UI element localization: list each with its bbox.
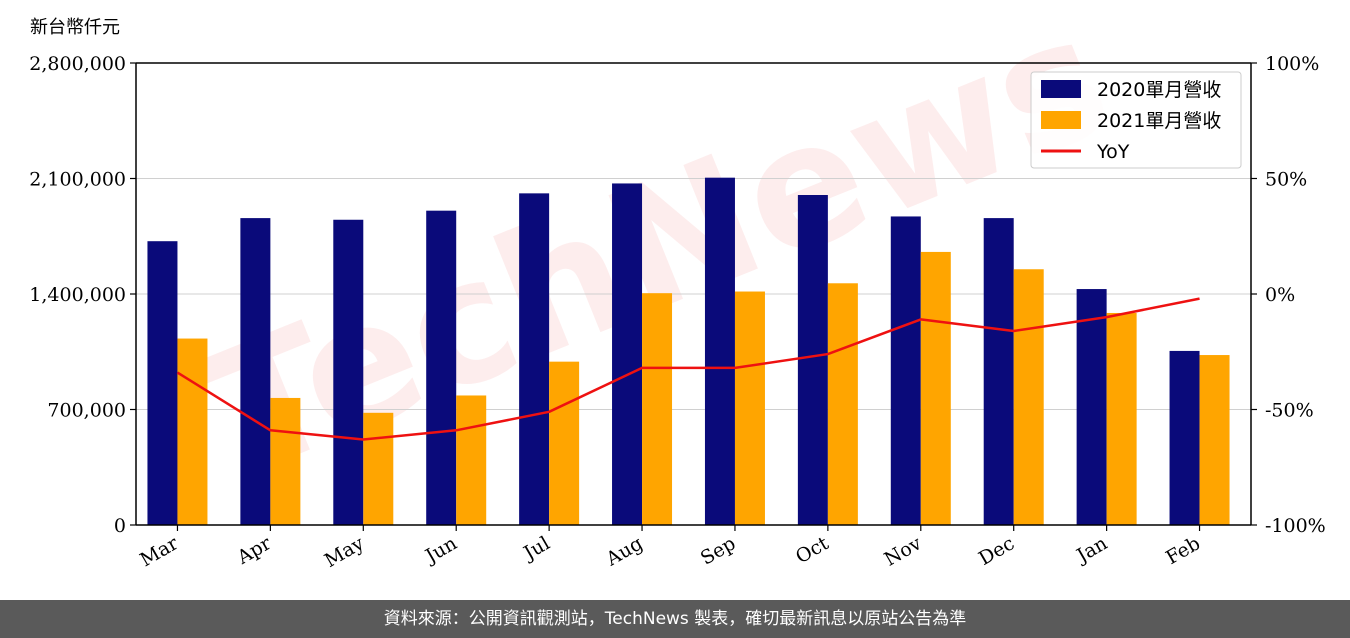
bar-2020 <box>426 210 457 526</box>
bar-2021 <box>642 293 673 525</box>
x-tick-label: Jul <box>518 532 553 565</box>
x-tick-label: May <box>321 532 368 572</box>
bar-2020 <box>890 216 921 525</box>
bar-2020 <box>1169 350 1200 525</box>
bar-2021 <box>920 251 951 526</box>
source-footer: 資料來源：公開資訊觀測站，TechNews 製表，確切最新訊息以原站公告為準 <box>0 600 1350 638</box>
x-tick-label: Feb <box>1162 532 1204 569</box>
bar-2021 <box>1106 312 1137 525</box>
bar-2021 <box>363 412 394 525</box>
bar-2020 <box>333 219 364 525</box>
x-tick-label: Aug <box>602 532 647 571</box>
y2-tick-label: -100% <box>1265 515 1326 537</box>
bar-2020 <box>797 195 828 525</box>
legend-swatch <box>1041 111 1081 129</box>
x-tick-label: Nov <box>881 532 926 571</box>
x-tick-label: Oct <box>792 532 833 568</box>
bar-2021 <box>177 338 208 525</box>
y-axis-label: 新台幣仟元 <box>30 17 120 38</box>
legend-label: YoY <box>1096 141 1130 163</box>
bar-2020 <box>612 183 643 525</box>
yoy-line <box>176 297 1200 441</box>
bar-2021 <box>1199 355 1230 525</box>
bar-2021 <box>270 397 301 525</box>
legend-swatch <box>1041 80 1081 98</box>
y2-tick-label: 0% <box>1265 284 1295 306</box>
x-tick-label: Apr <box>233 532 276 569</box>
chart-svg: TechNews0700,0001,400,0002,100,0002,800,… <box>29 0 1326 572</box>
y2-tick-label: 100% <box>1265 53 1319 75</box>
x-tick-label: Sep <box>697 532 740 569</box>
y-tick-label: 700,000 <box>47 400 126 422</box>
bar-2020 <box>240 218 271 525</box>
y-tick-label: 2,800,000 <box>29 53 126 75</box>
bar-2021 <box>1013 269 1044 525</box>
x-tick-label: Dec <box>975 532 1018 570</box>
bar-2021 <box>549 361 580 525</box>
bar-2021 <box>456 395 487 525</box>
y2-tick-label: -50% <box>1265 400 1314 422</box>
bar-2020 <box>1076 289 1107 525</box>
bar-2020 <box>519 193 550 525</box>
legend-box <box>1030 71 1242 169</box>
revenue-chart: TechNews 0 700,000 1,400,000 2,100,000 2,800,… <box>29 0 1326 572</box>
bar-2020 <box>147 241 178 525</box>
y-tick-label: 1,400,000 <box>29 284 126 306</box>
x-tick-label: Jan <box>1071 532 1111 568</box>
x-tick-label: Jun <box>420 532 461 568</box>
legend-label: 2020單月營收 <box>1097 79 1221 101</box>
y-tick-label: 2,100,000 <box>29 169 126 191</box>
legend-label: 2021單月營收 <box>1097 110 1221 132</box>
bar-2021 <box>827 283 858 525</box>
bar-2020 <box>983 218 1014 525</box>
y-tick-label: 0 <box>114 515 126 537</box>
bar-2021 <box>734 291 765 525</box>
y2-tick-label: 50% <box>1265 169 1307 191</box>
x-tick-label: Mar <box>136 532 182 571</box>
bar-2020 <box>704 177 735 526</box>
